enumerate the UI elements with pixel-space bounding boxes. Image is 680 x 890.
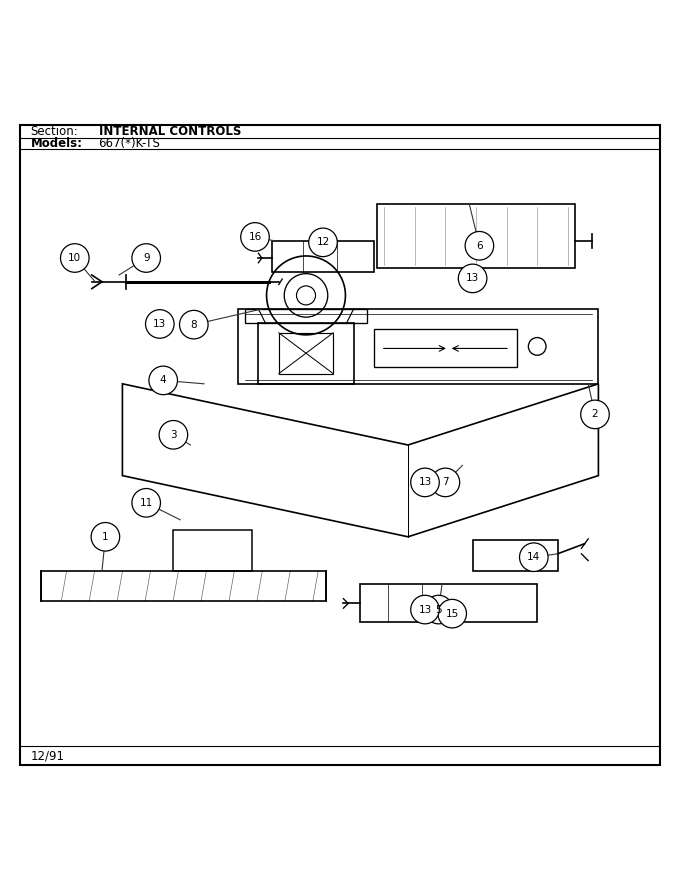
Circle shape xyxy=(132,244,160,272)
Text: 2: 2 xyxy=(592,409,598,419)
Text: 13: 13 xyxy=(466,273,479,283)
Text: 10: 10 xyxy=(68,253,82,263)
Circle shape xyxy=(180,311,208,339)
Circle shape xyxy=(411,595,439,624)
Circle shape xyxy=(438,599,466,628)
Text: 12/91: 12/91 xyxy=(31,750,65,763)
Circle shape xyxy=(241,222,269,251)
Text: 4: 4 xyxy=(160,376,167,385)
Text: Section:: Section: xyxy=(31,125,78,138)
Circle shape xyxy=(520,543,548,571)
Text: 12: 12 xyxy=(316,238,330,247)
Text: Models:: Models: xyxy=(31,137,82,150)
Text: 3: 3 xyxy=(170,430,177,440)
Circle shape xyxy=(581,400,609,429)
Circle shape xyxy=(309,228,337,256)
Text: 6: 6 xyxy=(476,241,483,251)
Text: 11: 11 xyxy=(139,498,153,508)
Text: INTERNAL CONTROLS: INTERNAL CONTROLS xyxy=(99,125,241,138)
Circle shape xyxy=(159,420,188,449)
Circle shape xyxy=(465,231,494,260)
Circle shape xyxy=(431,468,460,497)
Text: 7: 7 xyxy=(442,477,449,488)
Circle shape xyxy=(146,310,174,338)
Text: 13: 13 xyxy=(418,477,432,488)
Text: 9: 9 xyxy=(143,253,150,263)
Text: 667(*)K-TS: 667(*)K-TS xyxy=(99,137,160,150)
Circle shape xyxy=(458,264,487,293)
Text: 13: 13 xyxy=(153,319,167,329)
Text: 8: 8 xyxy=(190,320,197,329)
Text: 13: 13 xyxy=(418,604,432,615)
Text: 5: 5 xyxy=(435,604,442,615)
Text: 16: 16 xyxy=(248,232,262,242)
Circle shape xyxy=(411,468,439,497)
Circle shape xyxy=(149,366,177,394)
Circle shape xyxy=(91,522,120,551)
Text: 14: 14 xyxy=(527,552,541,562)
Circle shape xyxy=(424,595,453,624)
Text: 1: 1 xyxy=(102,532,109,542)
Circle shape xyxy=(132,489,160,517)
Text: 15: 15 xyxy=(445,609,459,619)
Circle shape xyxy=(61,244,89,272)
